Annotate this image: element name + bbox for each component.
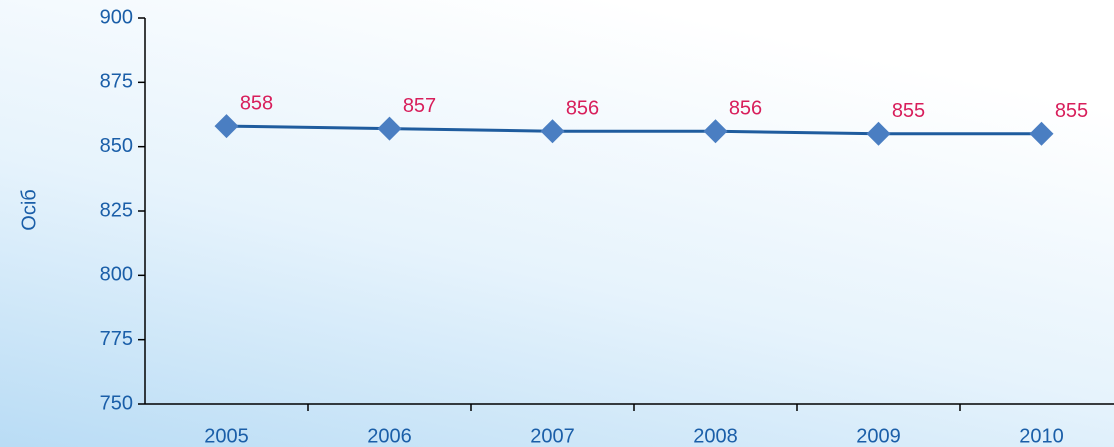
y-tick-label: 875	[100, 71, 133, 93]
y-tick-label: 825	[100, 199, 133, 221]
y-tick-label: 850	[100, 135, 133, 157]
x-tick-label: 2010	[1019, 425, 1064, 447]
marker	[703, 119, 728, 144]
x-tick-label: 2005	[204, 425, 249, 447]
value-label: 855	[1055, 100, 1088, 122]
x-tick-label: 2008	[693, 425, 738, 447]
x-tick-label: 2006	[367, 425, 412, 447]
y-tick-label: 750	[100, 392, 133, 414]
value-label: 857	[403, 95, 436, 117]
marker	[1029, 121, 1054, 146]
y-tick-label: 775	[100, 328, 133, 350]
y-tick-label: 800	[100, 264, 133, 286]
marker	[214, 114, 239, 139]
marker	[540, 119, 565, 144]
x-tick-label: 2009	[856, 425, 901, 447]
marker	[377, 116, 402, 141]
x-tick-label: 2007	[530, 425, 575, 447]
value-label: 856	[729, 98, 762, 120]
y-tick-label: 900	[100, 6, 133, 28]
series-line	[226, 124, 1042, 136]
value-label: 858	[240, 92, 273, 114]
value-label: 855	[892, 100, 925, 122]
y-axis-label: Осіб	[18, 189, 40, 230]
value-label: 856	[566, 98, 599, 120]
marker	[866, 121, 891, 146]
